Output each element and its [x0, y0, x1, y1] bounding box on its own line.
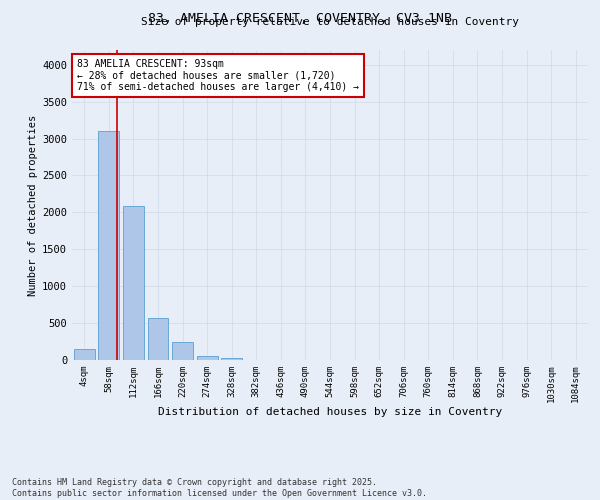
Bar — [148, 318, 169, 360]
Bar — [98, 131, 119, 360]
Bar — [74, 349, 95, 360]
Bar — [123, 206, 144, 360]
Text: Contains HM Land Registry data © Crown copyright and database right 2025.
Contai: Contains HM Land Registry data © Crown c… — [12, 478, 427, 498]
Bar — [221, 358, 242, 360]
Bar — [197, 356, 218, 360]
Y-axis label: Number of detached properties: Number of detached properties — [28, 114, 38, 296]
Bar — [172, 342, 193, 360]
Text: 83 AMELIA CRESCENT: 93sqm
← 28% of detached houses are smaller (1,720)
71% of se: 83 AMELIA CRESCENT: 93sqm ← 28% of detac… — [77, 60, 359, 92]
X-axis label: Distribution of detached houses by size in Coventry: Distribution of detached houses by size … — [158, 406, 502, 416]
Title: Size of property relative to detached houses in Coventry: Size of property relative to detached ho… — [141, 17, 519, 27]
Text: 83, AMELIA CRESCENT, COVENTRY, CV3 1NB: 83, AMELIA CRESCENT, COVENTRY, CV3 1NB — [148, 12, 452, 26]
